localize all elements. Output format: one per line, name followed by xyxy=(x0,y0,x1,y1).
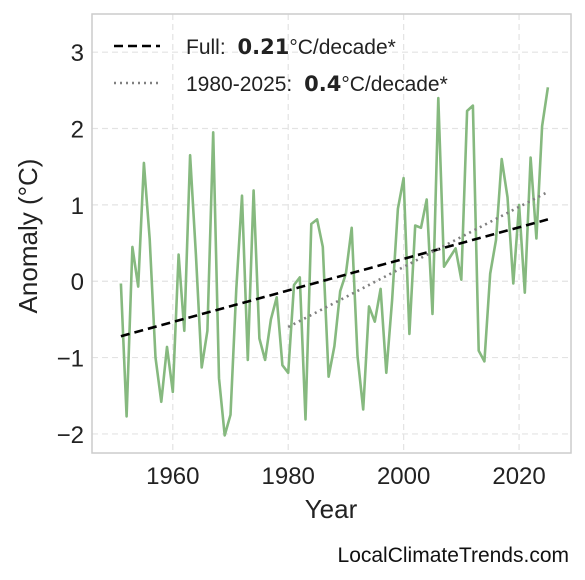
legend-label-full: Full: xyxy=(186,36,226,59)
x-tick-label: 2000 xyxy=(377,463,430,490)
legend-unit-full: °C/decade* xyxy=(289,36,395,59)
trend-line-recent xyxy=(287,190,549,329)
x-tick-label: 1980 xyxy=(262,463,315,490)
legend-rate-recent: 0.4 xyxy=(304,72,341,96)
y-tick-label: −1 xyxy=(57,346,84,373)
anomaly-series-line xyxy=(119,87,550,437)
plot-frame xyxy=(91,13,572,454)
y-tick-label: 3 xyxy=(71,40,84,67)
x-tick-label: 2020 xyxy=(492,463,545,490)
x-tick-label: 1960 xyxy=(146,463,199,490)
trend-line-full xyxy=(120,218,549,338)
legend-unit-recent: °C/decade* xyxy=(341,73,447,96)
source-credit: LocalClimateTrends.com xyxy=(337,544,569,567)
y-tick-labels: −2 −1 0 1 2 3 xyxy=(57,40,84,449)
y-tick-label: −2 xyxy=(57,422,84,449)
legend: Full: 0.21°C/decade* 1980-2025: 0.4°C/de… xyxy=(114,35,448,96)
y-tick-label: 0 xyxy=(71,269,84,296)
series-layer xyxy=(119,87,550,437)
y-axis-title: Anomaly (°C) xyxy=(13,159,43,314)
legend-entry-full: Full: 0.21°C/decade* xyxy=(186,35,396,59)
x-tick-labels: 1960 1980 2000 2020 xyxy=(146,463,546,490)
legend-label-recent: 1980-2025: xyxy=(186,73,292,96)
x-axis-title: Year xyxy=(305,494,358,524)
y-tick-label: 1 xyxy=(71,193,84,220)
legend-rate-full: 0.21 xyxy=(238,35,290,59)
legend-entry-recent: 1980-2025: 0.4°C/decade* xyxy=(186,72,448,96)
y-tick-label: 2 xyxy=(71,117,84,144)
